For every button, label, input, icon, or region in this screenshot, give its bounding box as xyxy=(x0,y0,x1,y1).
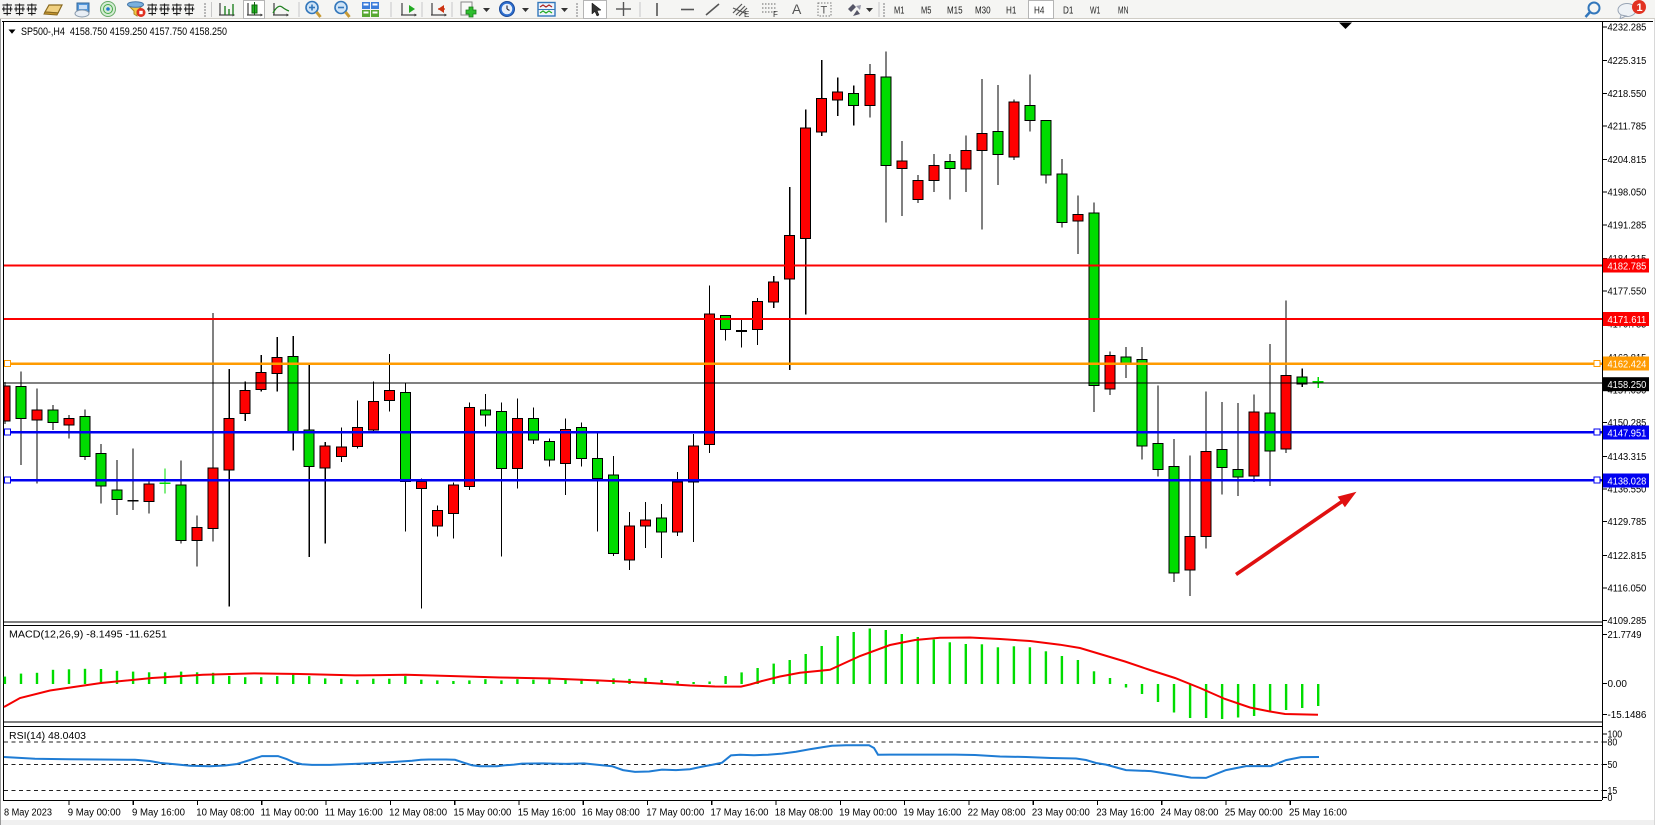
svg-text:50: 50 xyxy=(1608,760,1618,771)
svg-text:23 May 00:00: 23 May 00:00 xyxy=(1032,808,1090,819)
svg-text:10 May 08:00: 10 May 08:00 xyxy=(196,808,254,819)
svg-text:T: T xyxy=(821,5,828,17)
svg-text:A: A xyxy=(792,1,802,17)
svg-text:19 May 16:00: 19 May 16:00 xyxy=(903,808,961,819)
svg-text:4162.424: 4162.424 xyxy=(1608,359,1647,370)
svg-text:11 May 16:00: 11 May 16:00 xyxy=(325,808,383,819)
svg-text:22 May 08:00: 22 May 08:00 xyxy=(968,808,1026,819)
svg-text:-15.1486: -15.1486 xyxy=(1608,710,1647,721)
svg-text:4147.951: 4147.951 xyxy=(1608,428,1647,439)
svg-text:4211.785: 4211.785 xyxy=(1608,121,1647,132)
svg-text:4138.028: 4138.028 xyxy=(1608,476,1647,487)
svg-text:M30: M30 xyxy=(975,6,991,17)
svg-text:4225.315: 4225.315 xyxy=(1608,56,1647,67)
svg-text:18 May 08:00: 18 May 08:00 xyxy=(775,808,833,819)
svg-text:F: F xyxy=(773,10,778,19)
svg-text:4218.550: 4218.550 xyxy=(1608,89,1647,100)
svg-text:E: E xyxy=(744,10,749,19)
svg-text:17 May 00:00: 17 May 00:00 xyxy=(646,808,704,819)
svg-text:D1: D1 xyxy=(1063,6,1074,17)
svg-text:19 May 00:00: 19 May 00:00 xyxy=(839,808,897,819)
svg-text:25 May 00:00: 25 May 00:00 xyxy=(1225,808,1283,819)
svg-text:RSI(14) 48.0403: RSI(14) 48.0403 xyxy=(9,731,86,742)
svg-text:4150.285: 4150.285 xyxy=(1608,418,1647,429)
svg-text:16 May 08:00: 16 May 08:00 xyxy=(582,808,640,819)
svg-text:8 May 2023: 8 May 2023 xyxy=(4,808,52,819)
svg-text:23 May 16:00: 23 May 16:00 xyxy=(1096,808,1154,819)
svg-text:17 May 16:00: 17 May 16:00 xyxy=(711,808,769,819)
svg-text:4232.285: 4232.285 xyxy=(1608,23,1647,34)
svg-text:M15: M15 xyxy=(947,6,963,17)
svg-text:0.00: 0.00 xyxy=(1608,679,1628,690)
svg-text:15: 15 xyxy=(1608,786,1618,797)
svg-text:H1: H1 xyxy=(1006,6,1017,17)
svg-text:4182.785: 4182.785 xyxy=(1608,261,1647,272)
svg-text:1: 1 xyxy=(1637,2,1643,14)
svg-text:100: 100 xyxy=(1608,730,1623,741)
svg-text:4129.785: 4129.785 xyxy=(1608,517,1647,528)
svg-text:21.7749: 21.7749 xyxy=(1608,630,1642,641)
svg-text:4143.315: 4143.315 xyxy=(1608,452,1647,463)
svg-text:4122.815: 4122.815 xyxy=(1608,551,1647,562)
svg-text:SP500-,H4 4158.750 4159.250 4: SP500-,H4 4158.750 4159.250 4157.750 415… xyxy=(21,26,227,38)
svg-text:MACD(12,26,9) -8.1495 -11.6251: MACD(12,26,9) -8.1495 -11.6251 xyxy=(9,630,167,641)
svg-text:15 May 16:00: 15 May 16:00 xyxy=(518,808,576,819)
svg-text:9 May 16:00: 9 May 16:00 xyxy=(132,808,185,819)
svg-text:W1: W1 xyxy=(1090,6,1101,17)
svg-text:4136.550: 4136.550 xyxy=(1608,485,1647,496)
svg-text:M5: M5 xyxy=(921,6,932,17)
svg-text:24 May 08:00: 24 May 08:00 xyxy=(1161,808,1219,819)
svg-text:4158.250: 4158.250 xyxy=(1608,380,1647,391)
svg-text:4171.611: 4171.611 xyxy=(1608,315,1647,326)
svg-text:12 May 08:00: 12 May 08:00 xyxy=(389,808,447,819)
svg-text:M1: M1 xyxy=(894,6,905,17)
svg-text:4198.050: 4198.050 xyxy=(1608,188,1647,199)
svg-text:15 May 00:00: 15 May 00:00 xyxy=(453,808,511,819)
svg-text:9 May 00:00: 9 May 00:00 xyxy=(68,808,121,819)
svg-text:4204.815: 4204.815 xyxy=(1608,155,1647,166)
svg-text:25 May 16:00: 25 May 16:00 xyxy=(1289,808,1347,819)
svg-text:MN: MN xyxy=(1118,6,1128,17)
svg-text:H4: H4 xyxy=(1034,6,1045,17)
svg-text:11 May 00:00: 11 May 00:00 xyxy=(261,808,319,819)
svg-text:4177.550: 4177.550 xyxy=(1608,287,1647,298)
svg-text:4109.285: 4109.285 xyxy=(1608,616,1647,627)
svg-text:4191.285: 4191.285 xyxy=(1608,220,1647,231)
svg-text:80: 80 xyxy=(1608,737,1618,748)
svg-text:0: 0 xyxy=(1608,793,1613,804)
svg-text:4116.050: 4116.050 xyxy=(1608,583,1647,594)
